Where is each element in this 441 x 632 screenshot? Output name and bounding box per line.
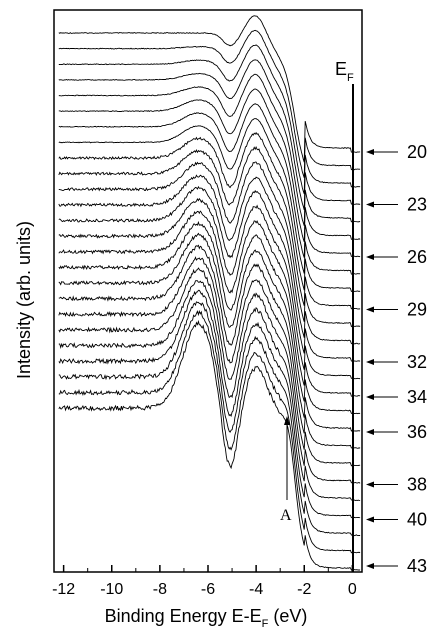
spectrum-arrows: 20 23 26 29 32 34 36 38 40 43 <box>366 142 427 576</box>
x-tick-label: 0 <box>348 581 357 598</box>
x-tick-label: -8 <box>153 581 167 598</box>
y-axis-title: Intensity (arb. units) <box>14 221 34 379</box>
spectrum-arrowhead <box>366 201 374 208</box>
spectrum-line <box>58 232 361 432</box>
x-tick-label: -10 <box>100 581 123 598</box>
spectrum-line <box>58 88 361 243</box>
spectrum-line <box>58 161 361 328</box>
spectrum-arrowhead <box>366 149 374 155</box>
spectrum-line <box>58 267 361 484</box>
spectrum-line <box>58 44 361 195</box>
spectrum-arrowhead <box>366 481 374 488</box>
spectrum-line <box>58 145 361 310</box>
spectrum-line <box>58 29 361 178</box>
spectrum-line <box>58 309 361 554</box>
plot-frame <box>53 9 363 573</box>
spectrum-label: 23 <box>407 195 427 215</box>
x-tick-label: -6 <box>201 581 215 598</box>
spectrum-line <box>58 210 361 397</box>
spectrum-line <box>58 174 361 345</box>
spectrum-line <box>58 280 361 502</box>
x-axis-title: Binding Energy E-EF (eV) <box>105 606 308 630</box>
spectrum-line <box>58 131 361 292</box>
annotation-a-label: A <box>280 507 292 524</box>
spectrum-arrowhead <box>366 429 374 435</box>
spectrum-line <box>58 197 361 380</box>
spectrum-line <box>58 301 361 537</box>
spectrum-label: 29 <box>407 300 427 320</box>
x-axis-ticks: -12 -10 -8 -6 -4 -2 0 <box>52 565 357 598</box>
x-tick-label: -4 <box>249 581 263 598</box>
spectrum-line <box>58 15 361 163</box>
spectrum-label: 36 <box>407 422 427 442</box>
spectrum-line <box>58 220 361 415</box>
spectrum-label: 43 <box>407 556 427 576</box>
spectrum-label: 40 <box>407 510 427 530</box>
annotation-a: A <box>280 416 292 524</box>
spectrum-line <box>58 319 361 571</box>
spectrum-line <box>58 244 361 449</box>
spectrum-arrowhead <box>366 516 374 523</box>
spectrum-line <box>58 103 361 258</box>
spectrum-arrowhead <box>366 359 374 365</box>
spectrum-label: 32 <box>407 352 427 372</box>
spectrum-line <box>58 185 361 362</box>
spectrum-line <box>58 256 361 467</box>
spectra-series <box>58 15 361 571</box>
spectrum-arrowhead <box>366 394 374 400</box>
spectrum-arrowhead <box>366 306 374 313</box>
spectrum-label: 34 <box>407 387 427 407</box>
spectrum-line <box>58 73 361 226</box>
spectrum-line <box>58 118 361 275</box>
spectrum-arrowhead <box>366 563 374 569</box>
spectrum-label: 38 <box>407 475 427 495</box>
fermi-level-label: EF <box>335 59 354 84</box>
x-tick-label: -2 <box>297 581 311 598</box>
spectrum-label: 20 <box>407 142 427 162</box>
spectrum-line <box>58 59 361 211</box>
spectrum-arrowhead <box>366 254 374 260</box>
spectrum-label: 26 <box>407 247 427 267</box>
x-tick-label: -12 <box>52 581 75 598</box>
spectrum-line <box>58 289 361 519</box>
annotation-a-arrowhead <box>284 416 290 425</box>
